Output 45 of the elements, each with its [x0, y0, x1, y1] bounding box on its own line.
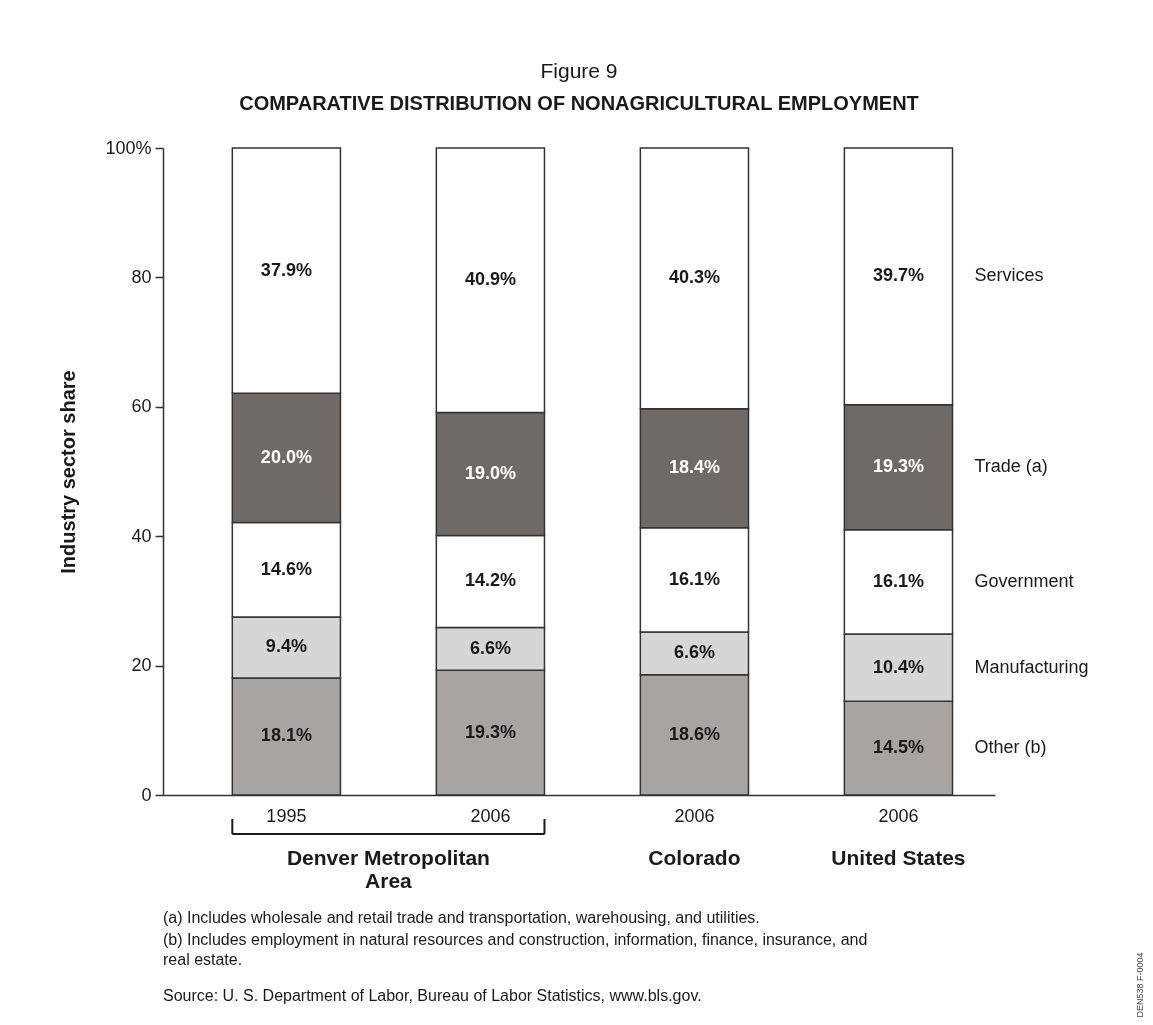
- data-label: 37.9%: [260, 259, 312, 280]
- text: United States: [831, 846, 966, 869]
- x-tick-label: 2006: [674, 805, 715, 826]
- data-label: 14.6%: [260, 558, 312, 579]
- data-label: 14.5%: [872, 737, 924, 758]
- data-label: 18.1%: [260, 725, 312, 746]
- text: (b) Includes employment in natural resources and construction, information, finance, insurance, and real estate.: [163, 931, 868, 968]
- chart-subtitle: COMPARATIVE DISTRIBUTION OF NONAGRICULTURAL EMPLOYMENT: [239, 92, 919, 114]
- data-label: 9.4%: [265, 636, 307, 657]
- data-label: 19.3%: [872, 456, 924, 477]
- series-label: Trade (a): [974, 456, 1048, 477]
- data-label: 39.7%: [872, 265, 924, 286]
- text: Colorado: [648, 846, 741, 869]
- data-label: 14.2%: [464, 570, 516, 591]
- data-label: 20.0%: [260, 446, 312, 467]
- chart-title: Figure 9: [540, 59, 618, 82]
- data-label: 16.1%: [668, 568, 720, 589]
- x-tick-label: 2006: [878, 805, 919, 826]
- y-tick-label: 0: [141, 784, 152, 805]
- series-label: Services: [974, 265, 1044, 286]
- text: DEN538 F-0004: [1135, 952, 1145, 1018]
- series-label: Manufacturing: [974, 656, 1089, 677]
- x-tick-label: 1995: [266, 805, 307, 826]
- y-tick-label: 60: [131, 396, 152, 417]
- data-label: 16.1%: [872, 570, 924, 591]
- data-label: 6.6%: [673, 642, 715, 663]
- data-label: 40.9%: [464, 269, 516, 290]
- series-label: Other (b): [974, 737, 1047, 758]
- y-tick-label: 20: [131, 655, 152, 676]
- data-label: 6.6%: [469, 637, 511, 658]
- text: Denver Metropolitan Area: [286, 846, 490, 892]
- data-label: 10.4%: [872, 656, 924, 677]
- data-label: 19.3%: [464, 721, 516, 742]
- y-tick-label: 80: [131, 266, 152, 287]
- text: (a) Includes wholesale and retail trade and transportation, warehousing, and utilities.: [163, 909, 760, 926]
- y-tick-label: 40: [131, 525, 152, 546]
- y-tick-label: 100%: [105, 137, 152, 158]
- series-label: Government: [974, 570, 1074, 591]
- source-note: Source: U. S. Department of Labor, Bureau of Labor Statistics, www.bls.gov.: [163, 987, 702, 1004]
- data-label: 40.3%: [668, 267, 720, 288]
- y-axis-title: Industry sector share: [57, 370, 80, 574]
- data-label: 18.4%: [668, 457, 720, 478]
- data-label: 18.6%: [668, 723, 720, 744]
- data-label: 19.0%: [464, 463, 516, 484]
- x-tick-label: 2006: [470, 805, 511, 826]
